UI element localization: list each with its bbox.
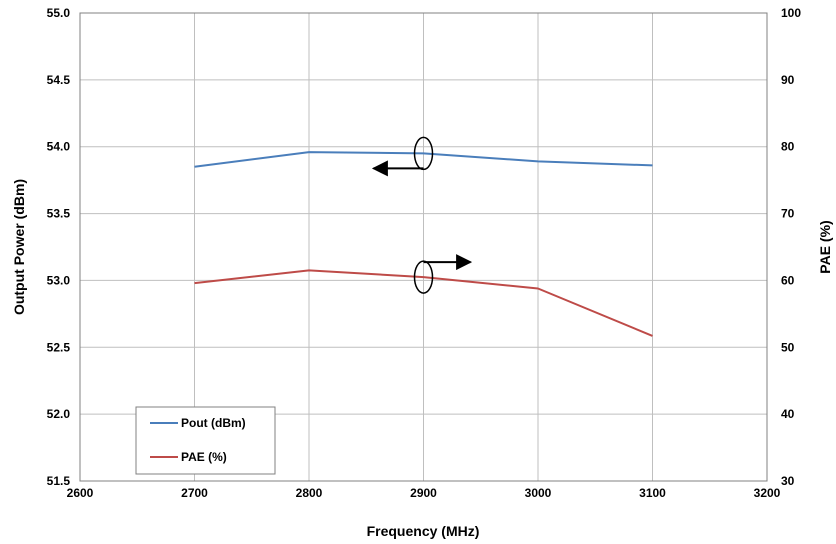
y2-tick-label: 70 xyxy=(781,207,795,221)
y-tick-label: 54.5 xyxy=(47,73,71,87)
legend-label-pae: PAE (%) xyxy=(181,450,227,464)
y2-tick-label: 90 xyxy=(781,73,795,87)
gridlines xyxy=(79,12,768,482)
y2-tick-label: 60 xyxy=(781,273,795,287)
y2-tick-label: 40 xyxy=(781,407,795,421)
series-lines xyxy=(194,151,653,337)
y2-tick-label: 50 xyxy=(781,340,795,354)
x-tick-label: 2800 xyxy=(296,486,323,500)
y-tick-label: 53.0 xyxy=(47,273,71,287)
x-tick-label: 3100 xyxy=(639,486,666,500)
axis-indicators xyxy=(371,136,473,294)
series-line-pae xyxy=(194,269,653,337)
legend-label-pout: Pout (dBm) xyxy=(181,416,246,430)
y-tick-label: 51.5 xyxy=(47,474,71,488)
y2-axis-title: PAE (%) xyxy=(817,220,833,273)
y-tick-label: 52.0 xyxy=(47,407,71,421)
y-tick-label: 54.0 xyxy=(47,140,71,154)
x-axis-title: Frequency (MHz) xyxy=(367,523,480,539)
tick-labels: 2600 2700 2800 2900 3000 3100 3200 51.5 52.0 52.5… xyxy=(47,6,802,500)
series-line-pout xyxy=(194,151,653,168)
legend: Pout (dBm) PAE (%) xyxy=(135,406,276,475)
y-axis-title: Output Power (dBm) xyxy=(11,179,27,315)
x-tick-label: 2700 xyxy=(181,486,208,500)
legend-box xyxy=(135,406,276,475)
y2-tick-label: 100 xyxy=(781,6,801,20)
x-tick-label: 3000 xyxy=(525,486,552,500)
x-tick-label: 2600 xyxy=(67,486,94,500)
y-tick-label: 53.5 xyxy=(47,207,71,221)
y2-tick-label: 30 xyxy=(781,474,795,488)
x-tick-label: 2900 xyxy=(410,486,437,500)
y-tick-label: 52.5 xyxy=(47,340,71,354)
x-tick-label: 3200 xyxy=(754,486,781,500)
plot-area-frame xyxy=(79,12,768,482)
y2-tick-label: 80 xyxy=(781,140,795,154)
y-tick-label: 55.0 xyxy=(47,6,71,20)
